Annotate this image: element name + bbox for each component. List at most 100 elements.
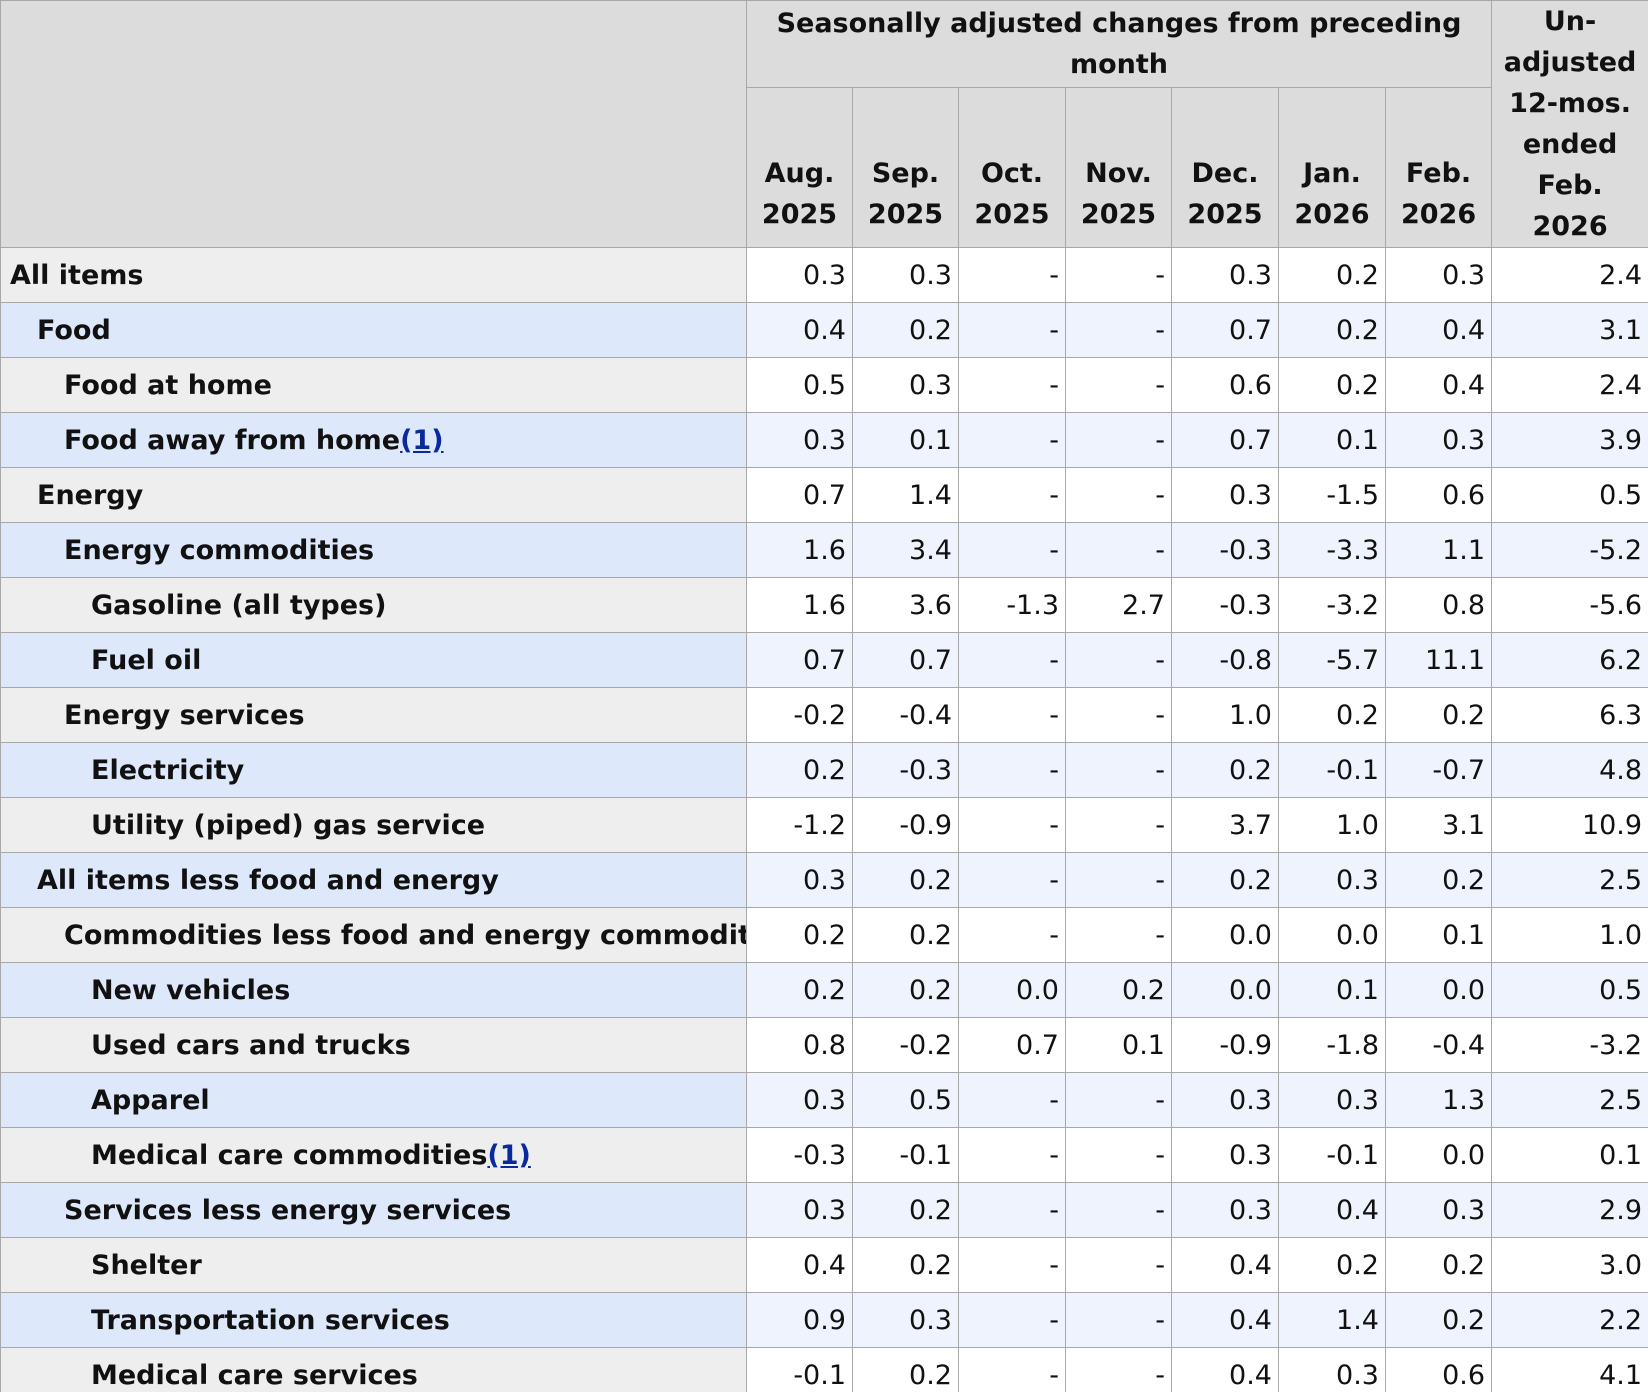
value-cell: 0.3: [1278, 1347, 1386, 1392]
value-cell: 0.1: [1278, 412, 1386, 468]
value-cell: 0.3: [746, 1182, 853, 1238]
value-cell: -0.8: [1171, 632, 1279, 688]
value-cell: 0.2: [1171, 742, 1279, 798]
value-cell: 0.4: [1384, 357, 1493, 413]
value-cell: 0.3: [852, 357, 959, 413]
value-cell: -1.5: [1278, 467, 1386, 523]
value-cell: 2.5: [1491, 1072, 1648, 1128]
value-cell: 0.3: [1384, 247, 1493, 303]
value-cell: 0.5: [852, 1072, 959, 1128]
row-label-cell: Food away from home(1): [0, 412, 747, 468]
value-cell: -: [958, 357, 1066, 413]
value-cell: 0.2: [1278, 1237, 1386, 1293]
value-cell: -: [958, 632, 1066, 688]
data-row: Food 0.4 0.2- -0.7 0.2 0.4 3.1: [0, 302, 1648, 358]
row-label: Medical care commodities: [91, 1139, 488, 1171]
value-cell: -: [958, 1127, 1066, 1183]
table-head: Seasonally adjusted changes from precedi…: [0, 0, 1648, 249]
data-row: All items less food and energy 0.3 0.2- -0.…: [0, 852, 1648, 908]
value-cell: 0.3: [1171, 1072, 1279, 1128]
footnote-link[interactable]: (1): [400, 424, 444, 456]
row-label-cell: All items less food and energy: [0, 852, 747, 908]
value-cell: -: [1065, 1347, 1172, 1392]
data-row: Energy services -0.2 -0.4- -1.0 0.2 0.2 6.3: [0, 687, 1648, 743]
value-cell: -0.9: [1171, 1017, 1279, 1073]
column-header: Dec. 2025: [1171, 86, 1279, 249]
row-label: Energy commodities: [64, 534, 375, 566]
value-cell: 0.2: [1278, 357, 1386, 413]
value-cell: 0.2: [1171, 852, 1279, 908]
row-label: Fuel oil: [91, 644, 202, 676]
value-cell: -: [958, 742, 1066, 798]
value-cell: 0.2: [746, 742, 853, 798]
value-cell: -3.3: [1278, 522, 1386, 578]
row-label-cell: Commodities less food and energy commodi…: [0, 907, 747, 963]
row-label-cell: Apparel: [0, 1072, 747, 1128]
value-cell: 0.4: [1171, 1292, 1279, 1348]
row-label: Transportation services: [91, 1304, 450, 1336]
value-cell: -0.4: [852, 687, 959, 743]
value-cell: 0.0: [1278, 907, 1386, 963]
value-cell: 1.1: [1384, 522, 1493, 578]
value-cell: -0.1: [852, 1127, 959, 1183]
value-cell: 0.2: [852, 1182, 959, 1238]
value-cell: -0.3: [746, 1127, 853, 1183]
header-row: Aug. 2025 Sep. 2025 Oct. 2025 Nov. 2025 Dec.…: [1, 86, 1648, 249]
data-row: Services less energy services 0.3 0.2- -0.3…: [0, 1182, 1648, 1238]
column-header: Sep. 2025: [852, 86, 959, 249]
value-cell: -1.2: [746, 797, 853, 853]
value-cell: -: [958, 797, 1066, 853]
row-label: Services less energy services: [64, 1194, 512, 1226]
value-cell: 0.5: [746, 357, 853, 413]
value-cell: 0.4: [1171, 1347, 1279, 1392]
value-cell: 0.3: [746, 247, 853, 303]
column-header: Jan. 2026: [1278, 86, 1386, 249]
footnote-link[interactable]: (1): [487, 1139, 531, 1171]
value-cell: 0.3: [852, 247, 959, 303]
value-cell: 0.2: [1065, 962, 1172, 1018]
value-cell: 1.4: [1278, 1292, 1386, 1348]
value-cell: 0.7: [746, 467, 853, 523]
value-cell: 0.3: [1171, 1182, 1279, 1238]
value-cell: 2.7: [1065, 577, 1172, 633]
value-cell: -: [958, 1237, 1066, 1293]
value-cell: 6.3: [1491, 687, 1648, 743]
value-cell: 1.6: [746, 522, 853, 578]
row-label: Energy services: [64, 699, 305, 731]
value-cell: -: [958, 522, 1066, 578]
value-cell: -: [1065, 742, 1172, 798]
value-cell: -3.2: [1491, 1017, 1648, 1073]
row-label-cell: Services less energy services: [0, 1182, 747, 1238]
value-cell: 3.1: [1491, 302, 1648, 358]
value-cell: 3.7: [1171, 797, 1279, 853]
value-cell: -: [958, 1072, 1066, 1128]
value-cell: -: [958, 687, 1066, 743]
value-cell: 0.7: [1171, 302, 1279, 358]
value-cell: 1.6: [746, 577, 853, 633]
value-cell: 0.3: [1171, 467, 1279, 523]
table-body: All items 0.3 0.3- -0.3 0.2 0.3 2.4 Food 0.4 0.2-…: [0, 247, 1648, 1392]
value-cell: 0.3: [1278, 852, 1386, 908]
value-cell: 0.2: [1278, 247, 1386, 303]
value-cell: 0.0: [958, 962, 1066, 1018]
value-cell: -: [1065, 467, 1172, 523]
value-cell: 0.2: [852, 962, 959, 1018]
row-label: Energy: [37, 479, 144, 511]
value-cell: 0.2: [852, 1347, 959, 1392]
row-label-cell: Food at home: [0, 357, 747, 413]
value-cell: -: [1065, 852, 1172, 908]
value-cell: 0.7: [852, 632, 959, 688]
row-label: All items less food and energy: [37, 864, 499, 896]
row-label: Used cars and trucks: [91, 1029, 411, 1061]
value-cell: 2.4: [1491, 247, 1648, 303]
value-cell: 0.2: [852, 302, 959, 358]
value-cell: -0.1: [746, 1347, 853, 1392]
header-row: Seasonally adjusted changes from precedi…: [0, 0, 1648, 248]
row-label-cell: Medical care services: [0, 1347, 747, 1392]
value-cell: 1.0: [1278, 797, 1386, 853]
value-cell: 0.6: [1171, 357, 1279, 413]
row-label-cell: Energy: [0, 467, 747, 523]
value-cell: -: [958, 852, 1066, 908]
value-cell: 2.5: [1491, 852, 1648, 908]
